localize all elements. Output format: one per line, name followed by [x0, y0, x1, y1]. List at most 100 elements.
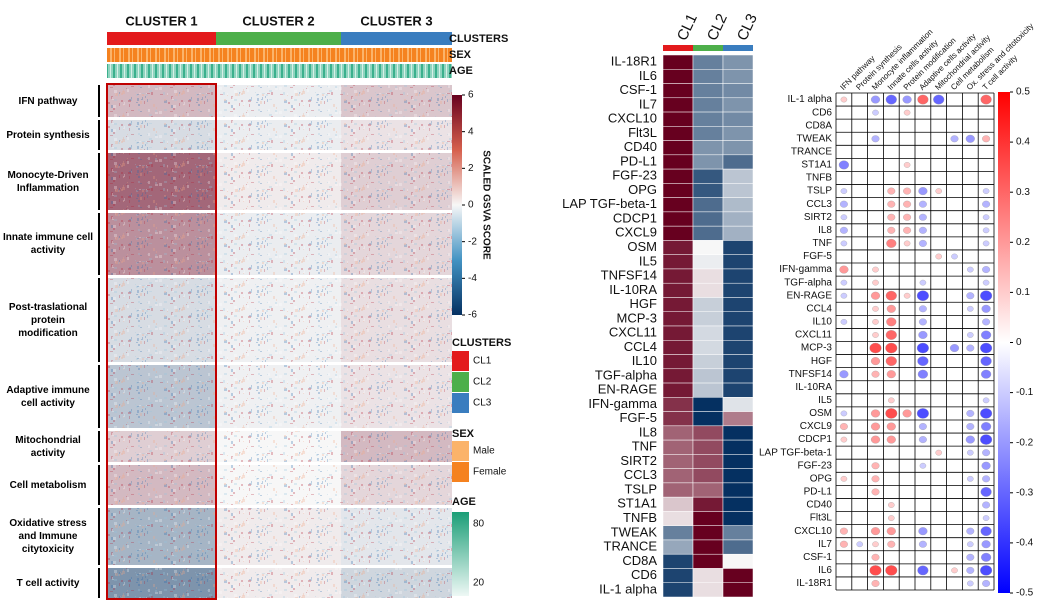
- row-label: TRANCE: [604, 539, 658, 554]
- bubble: [967, 542, 973, 547]
- heatmap-cell: [723, 55, 753, 69]
- bubble: [840, 423, 848, 430]
- bubble: [918, 370, 928, 379]
- bubble: [983, 228, 989, 233]
- bubble: [967, 267, 973, 272]
- row-label: HGF: [630, 296, 658, 311]
- heatmap-cell: [693, 568, 723, 582]
- row-label: IL-10RA: [609, 282, 657, 297]
- bubble: [857, 542, 863, 547]
- heatmap-cell: [723, 212, 753, 226]
- bubble: [886, 95, 897, 104]
- colorbar-tick-label: 4: [468, 126, 474, 137]
- heatmap-cell: [663, 98, 693, 112]
- legend-label: 80: [473, 519, 485, 530]
- heatmap-cell: [663, 568, 693, 582]
- bubble: [967, 581, 973, 586]
- bubble: [966, 423, 974, 430]
- row-label: IFN-gamma: [779, 264, 832, 275]
- bubble: [872, 280, 878, 285]
- bubble: [966, 135, 975, 143]
- heatmap-cell: [663, 69, 693, 83]
- bubble: [983, 398, 989, 403]
- heatmap-cell: [723, 226, 753, 240]
- row-label: TNFB: [806, 173, 832, 184]
- colorbar-tick-label: -0.4: [1016, 538, 1034, 549]
- bubble: [841, 476, 847, 481]
- bubble: [982, 540, 991, 548]
- row-label: TGF-alpha: [784, 277, 832, 288]
- colorbar: [452, 95, 462, 315]
- heatmap-cell: [663, 255, 693, 269]
- bubble: [982, 502, 990, 509]
- colorbar-tick-label: 6: [468, 90, 474, 101]
- texture: [107, 465, 452, 505]
- bubble: [841, 241, 847, 246]
- row-label: OPG: [810, 473, 832, 484]
- bubble: [871, 357, 880, 365]
- bubble: [841, 293, 847, 298]
- heatmap-cell: [663, 269, 693, 283]
- column-bar: [723, 45, 753, 51]
- bubble: [888, 398, 894, 403]
- heatmap-cell: [723, 526, 753, 540]
- heatmap-cell: [693, 326, 723, 340]
- heatmap-cell: [723, 497, 753, 511]
- colorbar-tick-label: -0.2: [1016, 437, 1034, 448]
- heatmap-cell: [693, 112, 723, 126]
- module-label: Protein synthesis: [0, 120, 96, 150]
- heatmap-cell: [693, 454, 723, 468]
- row-label: SIRT2: [620, 453, 657, 468]
- bubble: [872, 306, 878, 311]
- bubble: [887, 370, 896, 378]
- bubble: [872, 489, 880, 496]
- bubble: [917, 291, 929, 301]
- legend-label: Female: [473, 467, 507, 478]
- module-label: Oxidative stress and Immune citytoxicity: [0, 508, 96, 565]
- row-label: PD-L1: [804, 487, 833, 498]
- heatmap-cell: [693, 141, 723, 155]
- heatmap-cell: [723, 198, 753, 212]
- bubble: [872, 554, 880, 561]
- bubble: [966, 436, 975, 444]
- heatmap-cell: [723, 426, 753, 440]
- heatmap-cell: [723, 255, 753, 269]
- heatmap-cell: [693, 554, 723, 568]
- heatmap-cell: [663, 469, 693, 483]
- colorbar-tick-label: 0.2: [1016, 237, 1030, 248]
- bubble: [841, 280, 847, 285]
- heatmap-cell: [663, 183, 693, 197]
- cluster-bar: [341, 32, 452, 45]
- bubble: [982, 462, 991, 470]
- row-label: OPG: [628, 182, 657, 197]
- row-label: IL6: [818, 565, 832, 576]
- module-label: Innate immune cell activity: [0, 213, 96, 275]
- heatmap-cell: [723, 369, 753, 383]
- row-label: CCL3: [806, 199, 832, 210]
- bubble: [936, 254, 942, 259]
- bubble: [983, 280, 989, 285]
- row-label: OSM: [627, 239, 657, 254]
- heatmap-cell: [723, 483, 753, 497]
- bubble: [918, 95, 929, 104]
- heatmap-cell: [693, 212, 723, 226]
- heatmap-cell: [663, 554, 693, 568]
- bubble: [967, 450, 973, 455]
- row-label: IL-1 alpha: [788, 94, 833, 105]
- legend-title: SEX: [452, 428, 475, 440]
- heatmap-cell: [663, 112, 693, 126]
- heatmap-cell: [693, 540, 723, 554]
- row-label: IL6: [639, 68, 657, 83]
- bubble: [904, 293, 910, 298]
- colorbar-title: SCALED GSVA SCORE: [480, 150, 491, 260]
- heatmap-cell: [723, 269, 753, 283]
- row-label: LAP TGF-beta-1: [562, 196, 657, 211]
- bubble: [966, 292, 974, 299]
- heatmap-cell: [693, 269, 723, 283]
- row-label: IL10: [813, 317, 833, 328]
- heatmap-cell: [693, 98, 723, 112]
- row-label: PD-L1: [620, 153, 657, 168]
- bubble: [887, 214, 895, 221]
- heatmap-cell: [663, 540, 693, 554]
